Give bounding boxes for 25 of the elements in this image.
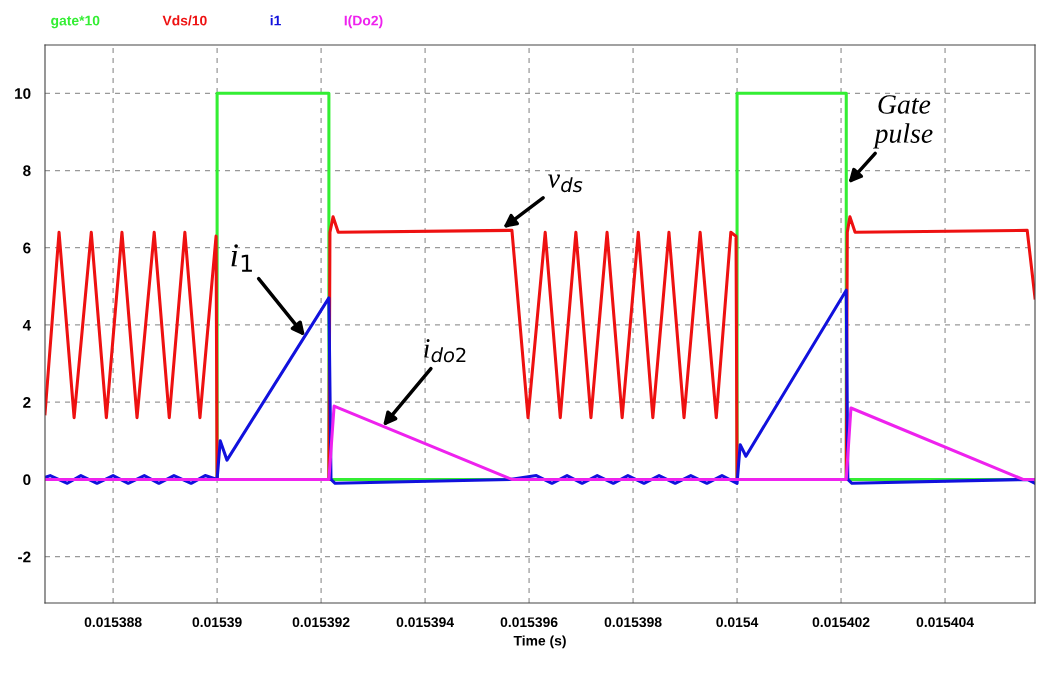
text: gate*10 [51, 15, 100, 29]
x-tick-label: 0.0154 [716, 617, 759, 628]
x-tick-label: 0.015398 [604, 617, 662, 628]
x-tick-label: 0.01539 [192, 617, 242, 628]
x-tick-label: 0.015404 [916, 617, 974, 628]
x-axis-title: Time (s) [513, 635, 566, 649]
y-tick-label: 6 [23, 242, 31, 254]
text: i1 [270, 15, 281, 26]
text: Vds/10 [162, 15, 207, 26]
annotation: v$_{ds}$ [548, 174, 583, 193]
x-tick-label: 0.015396 [500, 617, 558, 628]
y-tick-label: 10 [15, 88, 31, 99]
y-tick-label: 8 [23, 165, 31, 177]
y-tick-label: -2 [18, 551, 31, 563]
x-tick-label: 0.015402 [812, 617, 870, 628]
annotation: Gate pulse [872, 95, 933, 149]
text: I(Do2) [344, 15, 383, 29]
y-tick-label: 0 [23, 474, 31, 486]
annotation: i$_{do2}$ [424, 339, 466, 363]
y-tick-label: 4 [22, 319, 32, 331]
y-tick-label: 2 [23, 397, 31, 408]
x-tick-label: 0.015394 [396, 617, 454, 628]
x-tick-label: 0.015392 [292, 617, 350, 628]
x-tick-label: 0.015388 [84, 617, 142, 628]
annotation: i$_{1}$ [231, 244, 252, 272]
